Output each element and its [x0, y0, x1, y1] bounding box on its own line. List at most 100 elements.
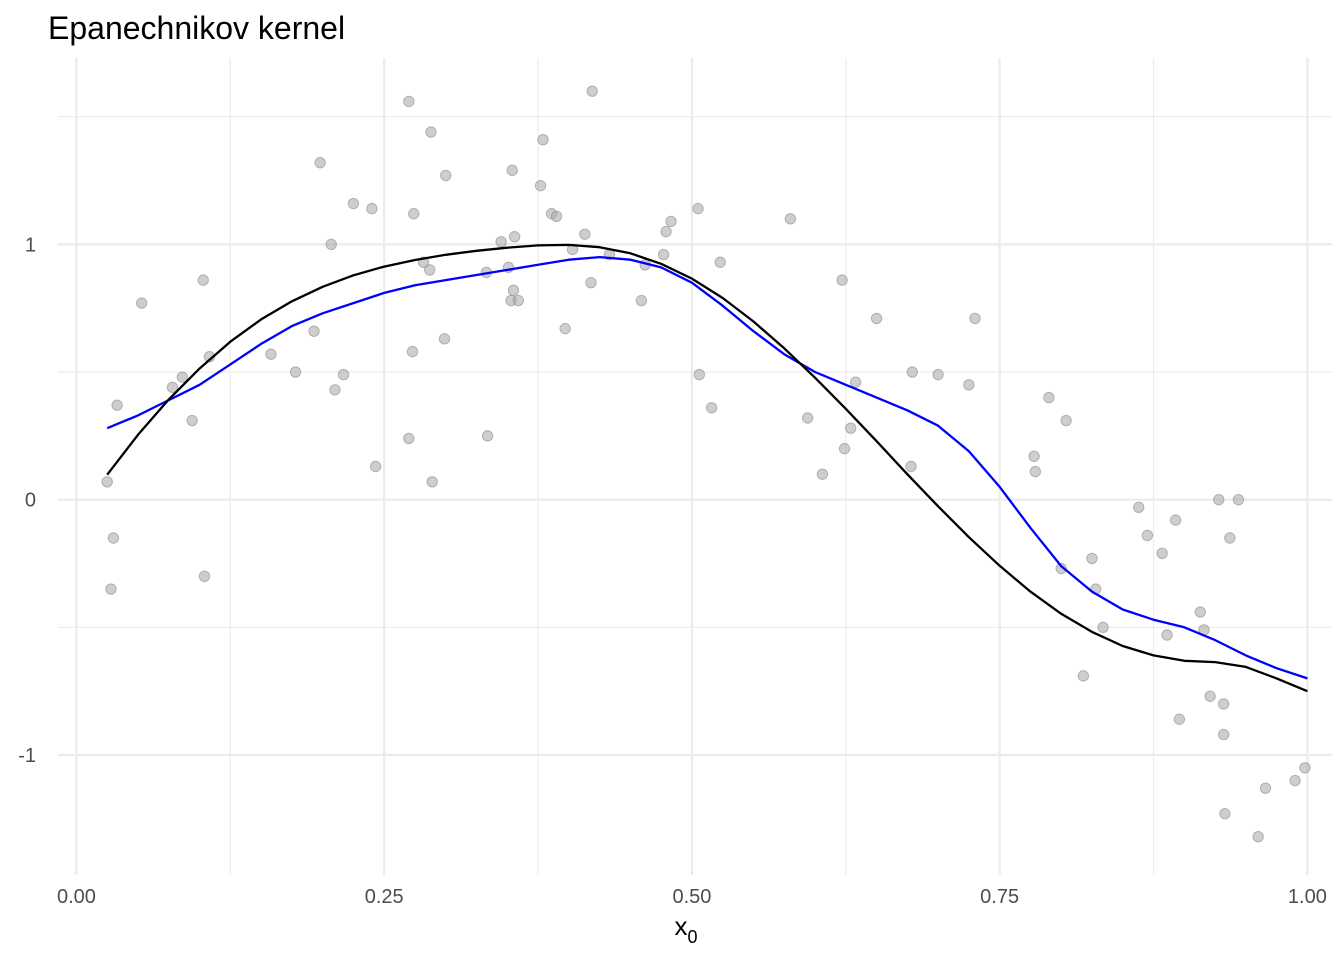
- y-tick-label: 1: [25, 234, 36, 256]
- data-point: [660, 225, 672, 238]
- x-tick-label: 0.00: [57, 886, 96, 908]
- data-point: [579, 228, 591, 240]
- y-tick-label: -1: [18, 745, 36, 767]
- x-tick-label: 0.50: [672, 886, 711, 908]
- data-point: [507, 284, 520, 297]
- data-point: [105, 583, 117, 595]
- data-point: [1077, 670, 1090, 682]
- data-point: [369, 460, 382, 473]
- data-point: [1173, 713, 1186, 725]
- data-point: [425, 126, 437, 138]
- data-point: [963, 379, 975, 391]
- data-point: [1217, 698, 1230, 710]
- data-point: [969, 312, 981, 325]
- data-point: [1224, 532, 1236, 544]
- data-point: [176, 371, 189, 383]
- data-point: [1194, 606, 1206, 618]
- data-point: [1289, 774, 1301, 787]
- data-point: [289, 366, 302, 378]
- data-point: [635, 294, 648, 307]
- data-point: [1156, 547, 1168, 560]
- data-point: [107, 532, 120, 544]
- data-point: [559, 322, 571, 335]
- data-point: [838, 442, 851, 455]
- x-tick-label: 0.75: [980, 886, 1019, 908]
- data-point: [1217, 728, 1230, 741]
- data-point: [550, 210, 563, 222]
- data-point: [337, 368, 350, 381]
- data-point: [537, 134, 549, 146]
- data-point: [705, 402, 718, 414]
- data-point: [816, 468, 829, 480]
- x-tick-label: 1.00: [1288, 886, 1327, 908]
- data-point: [136, 297, 148, 309]
- data-point: [692, 202, 704, 215]
- data-point: [1259, 782, 1272, 794]
- data-point: [408, 208, 420, 220]
- x-axis-title: x0: [674, 911, 697, 947]
- data-point: [329, 384, 341, 396]
- kernel-fit-line: [106, 255, 1308, 680]
- data-point: [932, 368, 944, 381]
- data-point: [586, 85, 598, 97]
- grid-major: [58, 58, 1332, 875]
- chart-title: Epanechnikov kernel: [48, 10, 346, 46]
- data-point: [111, 399, 123, 411]
- scatter-points: [101, 85, 1311, 843]
- data-point: [1028, 450, 1040, 462]
- data-point: [714, 256, 726, 268]
- data-point: [1043, 391, 1055, 404]
- data-point: [665, 215, 677, 228]
- data-point: [1133, 501, 1145, 514]
- data-point: [1029, 465, 1042, 478]
- data-point: [403, 95, 415, 108]
- data-point: [585, 276, 597, 289]
- data-point: [784, 213, 797, 225]
- data-point: [1055, 562, 1067, 575]
- data-point: [1086, 552, 1098, 565]
- data-point: [347, 197, 360, 210]
- data-point: [403, 432, 415, 445]
- data-point: [166, 381, 179, 394]
- data-point: [325, 238, 337, 251]
- data-point: [836, 274, 848, 286]
- data-point: [308, 325, 320, 337]
- grid-minor: [58, 58, 1332, 875]
- data-point: [1141, 529, 1154, 542]
- data-point: [197, 274, 209, 286]
- data-point: [1169, 514, 1182, 526]
- data-point: [1097, 621, 1109, 634]
- data-point: [440, 169, 452, 182]
- data-point: [366, 202, 378, 215]
- data-point: [198, 570, 211, 582]
- y-axis-tick-labels: -1 0 1: [18, 234, 36, 767]
- data-point: [424, 264, 436, 276]
- data-point: [1252, 831, 1264, 843]
- data-point: [905, 460, 917, 473]
- data-point: [265, 348, 277, 360]
- data-point: [186, 414, 198, 427]
- x-axis-tick-labels: 0.00 0.25 0.50 0.75 1.00: [57, 886, 1327, 908]
- data-point: [1219, 808, 1231, 820]
- x-axis-title-main: x: [674, 911, 687, 941]
- data-point: [845, 422, 857, 434]
- data-point: [314, 156, 326, 169]
- data-point: [801, 412, 814, 424]
- data-point: [512, 294, 525, 307]
- data-point: [693, 368, 706, 381]
- x-axis-title-subscript: 0: [687, 927, 697, 947]
- data-point: [1232, 493, 1245, 506]
- data-point: [534, 179, 547, 192]
- fit-lines: [106, 243, 1308, 693]
- data-point: [1060, 414, 1072, 427]
- x-tick-label: 0.25: [365, 886, 404, 908]
- data-point: [1204, 690, 1216, 702]
- data-point: [101, 476, 113, 488]
- data-point: [1213, 493, 1225, 506]
- true-curve-line: [106, 243, 1308, 693]
- data-point: [506, 164, 518, 177]
- data-point: [657, 248, 670, 261]
- data-point: [508, 231, 521, 243]
- data-point: [495, 236, 507, 248]
